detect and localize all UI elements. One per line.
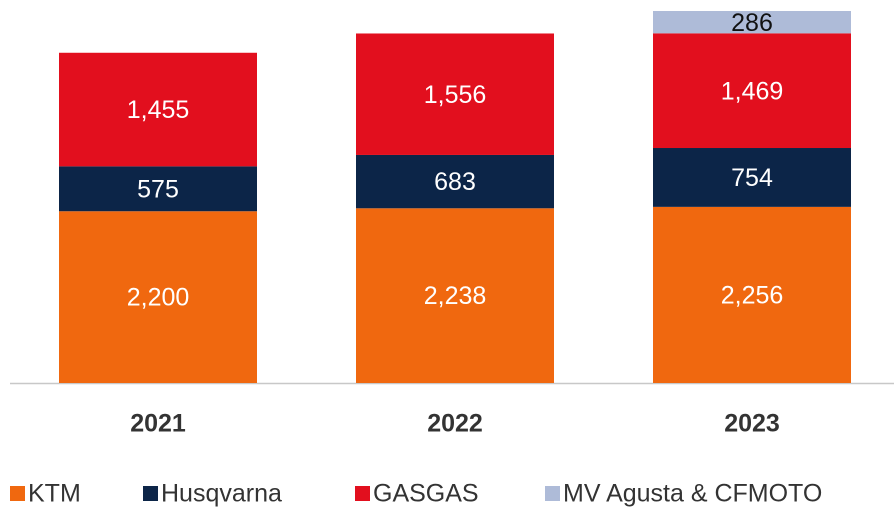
value-label: 2,238 bbox=[424, 282, 487, 310]
value-label: 2,256 bbox=[721, 282, 784, 310]
x-tick-label: 2023 bbox=[724, 410, 780, 438]
bar-segment bbox=[356, 33, 554, 155]
legend-label: Husqvarna bbox=[161, 480, 282, 508]
value-label: 1,469 bbox=[721, 77, 784, 105]
legend-label: MV Agusta & CFMOTO bbox=[563, 480, 822, 508]
value-label: 754 bbox=[731, 164, 773, 192]
legend-label: GASGAS bbox=[373, 480, 479, 508]
value-label: 2,200 bbox=[127, 284, 190, 312]
bar-segment bbox=[653, 11, 851, 34]
bar-segment bbox=[356, 208, 554, 383]
value-label: 575 bbox=[137, 175, 179, 203]
legend-swatch bbox=[355, 486, 370, 501]
bar-segment bbox=[59, 166, 257, 212]
value-label: 683 bbox=[434, 168, 476, 196]
legend-label: KTM bbox=[28, 480, 81, 508]
value-label: 1,556 bbox=[424, 81, 487, 109]
legend-swatch bbox=[143, 486, 158, 501]
value-label: 286 bbox=[731, 9, 773, 37]
bar-segment bbox=[653, 206, 851, 383]
bar-segment bbox=[59, 52, 257, 167]
bar-segment bbox=[356, 154, 554, 209]
legend-swatch bbox=[545, 486, 560, 501]
value-label: 1,455 bbox=[127, 96, 190, 124]
legend-swatch bbox=[10, 486, 25, 501]
x-tick-label: 2021 bbox=[130, 410, 186, 438]
bar-segment bbox=[653, 33, 851, 149]
bar-segment bbox=[653, 148, 851, 207]
bar-segment bbox=[59, 211, 257, 383]
x-tick-label: 2022 bbox=[427, 410, 483, 438]
